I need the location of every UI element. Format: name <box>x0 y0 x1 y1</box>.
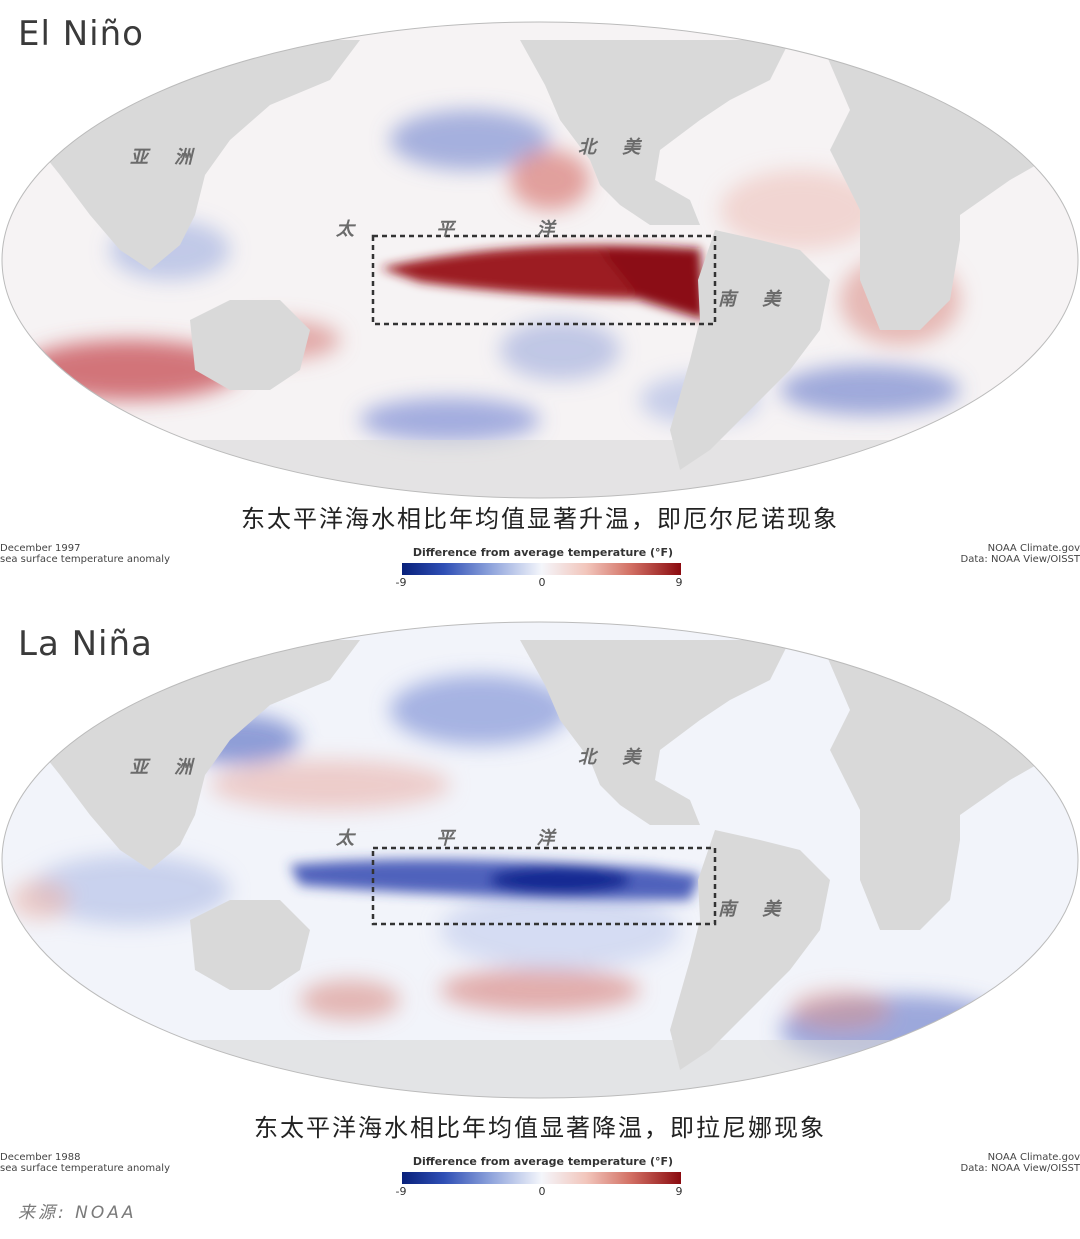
label-asia: 亚 洲 <box>130 147 203 168</box>
legend-title: Difference from average temperature (°F) <box>412 546 674 559</box>
subtitle-text: sea surface temperature anomaly <box>0 554 170 565</box>
north-america-land <box>360 640 790 825</box>
source-credit: 来源: NOAA <box>18 1203 137 1223</box>
meta-left: December 1988 sea surface temperature an… <box>0 1152 170 1174</box>
label-asia: 亚 洲 <box>130 757 203 778</box>
antarctica-land <box>2 1040 1078 1098</box>
el-nino-map <box>1 21 1079 499</box>
caption: 东太平洋海水相比年均值显著降温，即拉尼娜现象 <box>254 1114 826 1142</box>
meta-right: NOAA Climate.gov Data: NOAA View/OISST <box>961 543 1080 565</box>
label-south-america: 南 美 <box>718 899 791 920</box>
credit-text: NOAA Climate.gov <box>987 543 1080 554</box>
region-highlight-box <box>371 234 717 326</box>
date-text: December 1997 <box>0 543 81 554</box>
legend-tick-min: -9 <box>395 576 407 589</box>
panel-title: El Niño <box>18 14 144 54</box>
globe-outline <box>1 621 1079 1099</box>
warm-tongue <box>380 245 705 320</box>
australia-land <box>190 300 310 390</box>
legend-tick-min: -9 <box>395 1185 407 1198</box>
meta-left: December 1997 sea surface temperature an… <box>0 543 170 565</box>
subtitle-text: sea surface temperature anomaly <box>0 1163 170 1174</box>
label-north-america: 北 美 <box>578 137 651 158</box>
label-pacific: 太 平 洋 <box>336 828 593 849</box>
south-america-land <box>670 230 830 470</box>
australia-land <box>190 900 310 990</box>
la-nina-panel: La Niña 亚 洲 北 美 太 平 洋 南 美 东太平洋海水相比年均值显著降… <box>0 610 1080 1210</box>
legend-colorbar <box>402 563 681 575</box>
region-highlight-box <box>371 846 717 926</box>
north-america-land <box>360 40 790 225</box>
el-nino-panel: El Niño 亚 洲 北 美 太 平 洋 南 美 东太平洋海水相比年均值显著升… <box>0 0 1080 605</box>
caption: 东太平洋海水相比年均值显著升温，即厄尔尼诺现象 <box>241 505 839 533</box>
legend-colorbar <box>402 1172 681 1184</box>
cool-tongue <box>290 859 700 900</box>
data-source-text: Data: NOAA View/OISST <box>960 1163 1080 1174</box>
meta-right: NOAA Climate.gov Data: NOAA View/OISST <box>961 1152 1080 1174</box>
panel-title: La Niña <box>18 624 153 664</box>
label-north-america: 北 美 <box>578 747 651 768</box>
antarctica-land <box>2 440 1078 498</box>
label-pacific: 太 平 洋 <box>336 219 593 240</box>
la-nina-map <box>1 621 1079 1099</box>
legend-tick-zero: 0 <box>538 576 546 589</box>
legend-title: Difference from average temperature (°F) <box>412 1155 674 1168</box>
legend-tick-max: 9 <box>675 576 683 589</box>
south-america-land <box>670 830 830 1070</box>
date-text: December 1988 <box>0 1152 81 1163</box>
globe-outline <box>1 21 1079 499</box>
label-south-america: 南 美 <box>718 289 791 310</box>
data-source-text: Data: NOAA View/OISST <box>960 554 1080 565</box>
credit-text: NOAA Climate.gov <box>987 1152 1080 1163</box>
legend-tick-zero: 0 <box>538 1185 546 1198</box>
legend-tick-max: 9 <box>675 1185 683 1198</box>
